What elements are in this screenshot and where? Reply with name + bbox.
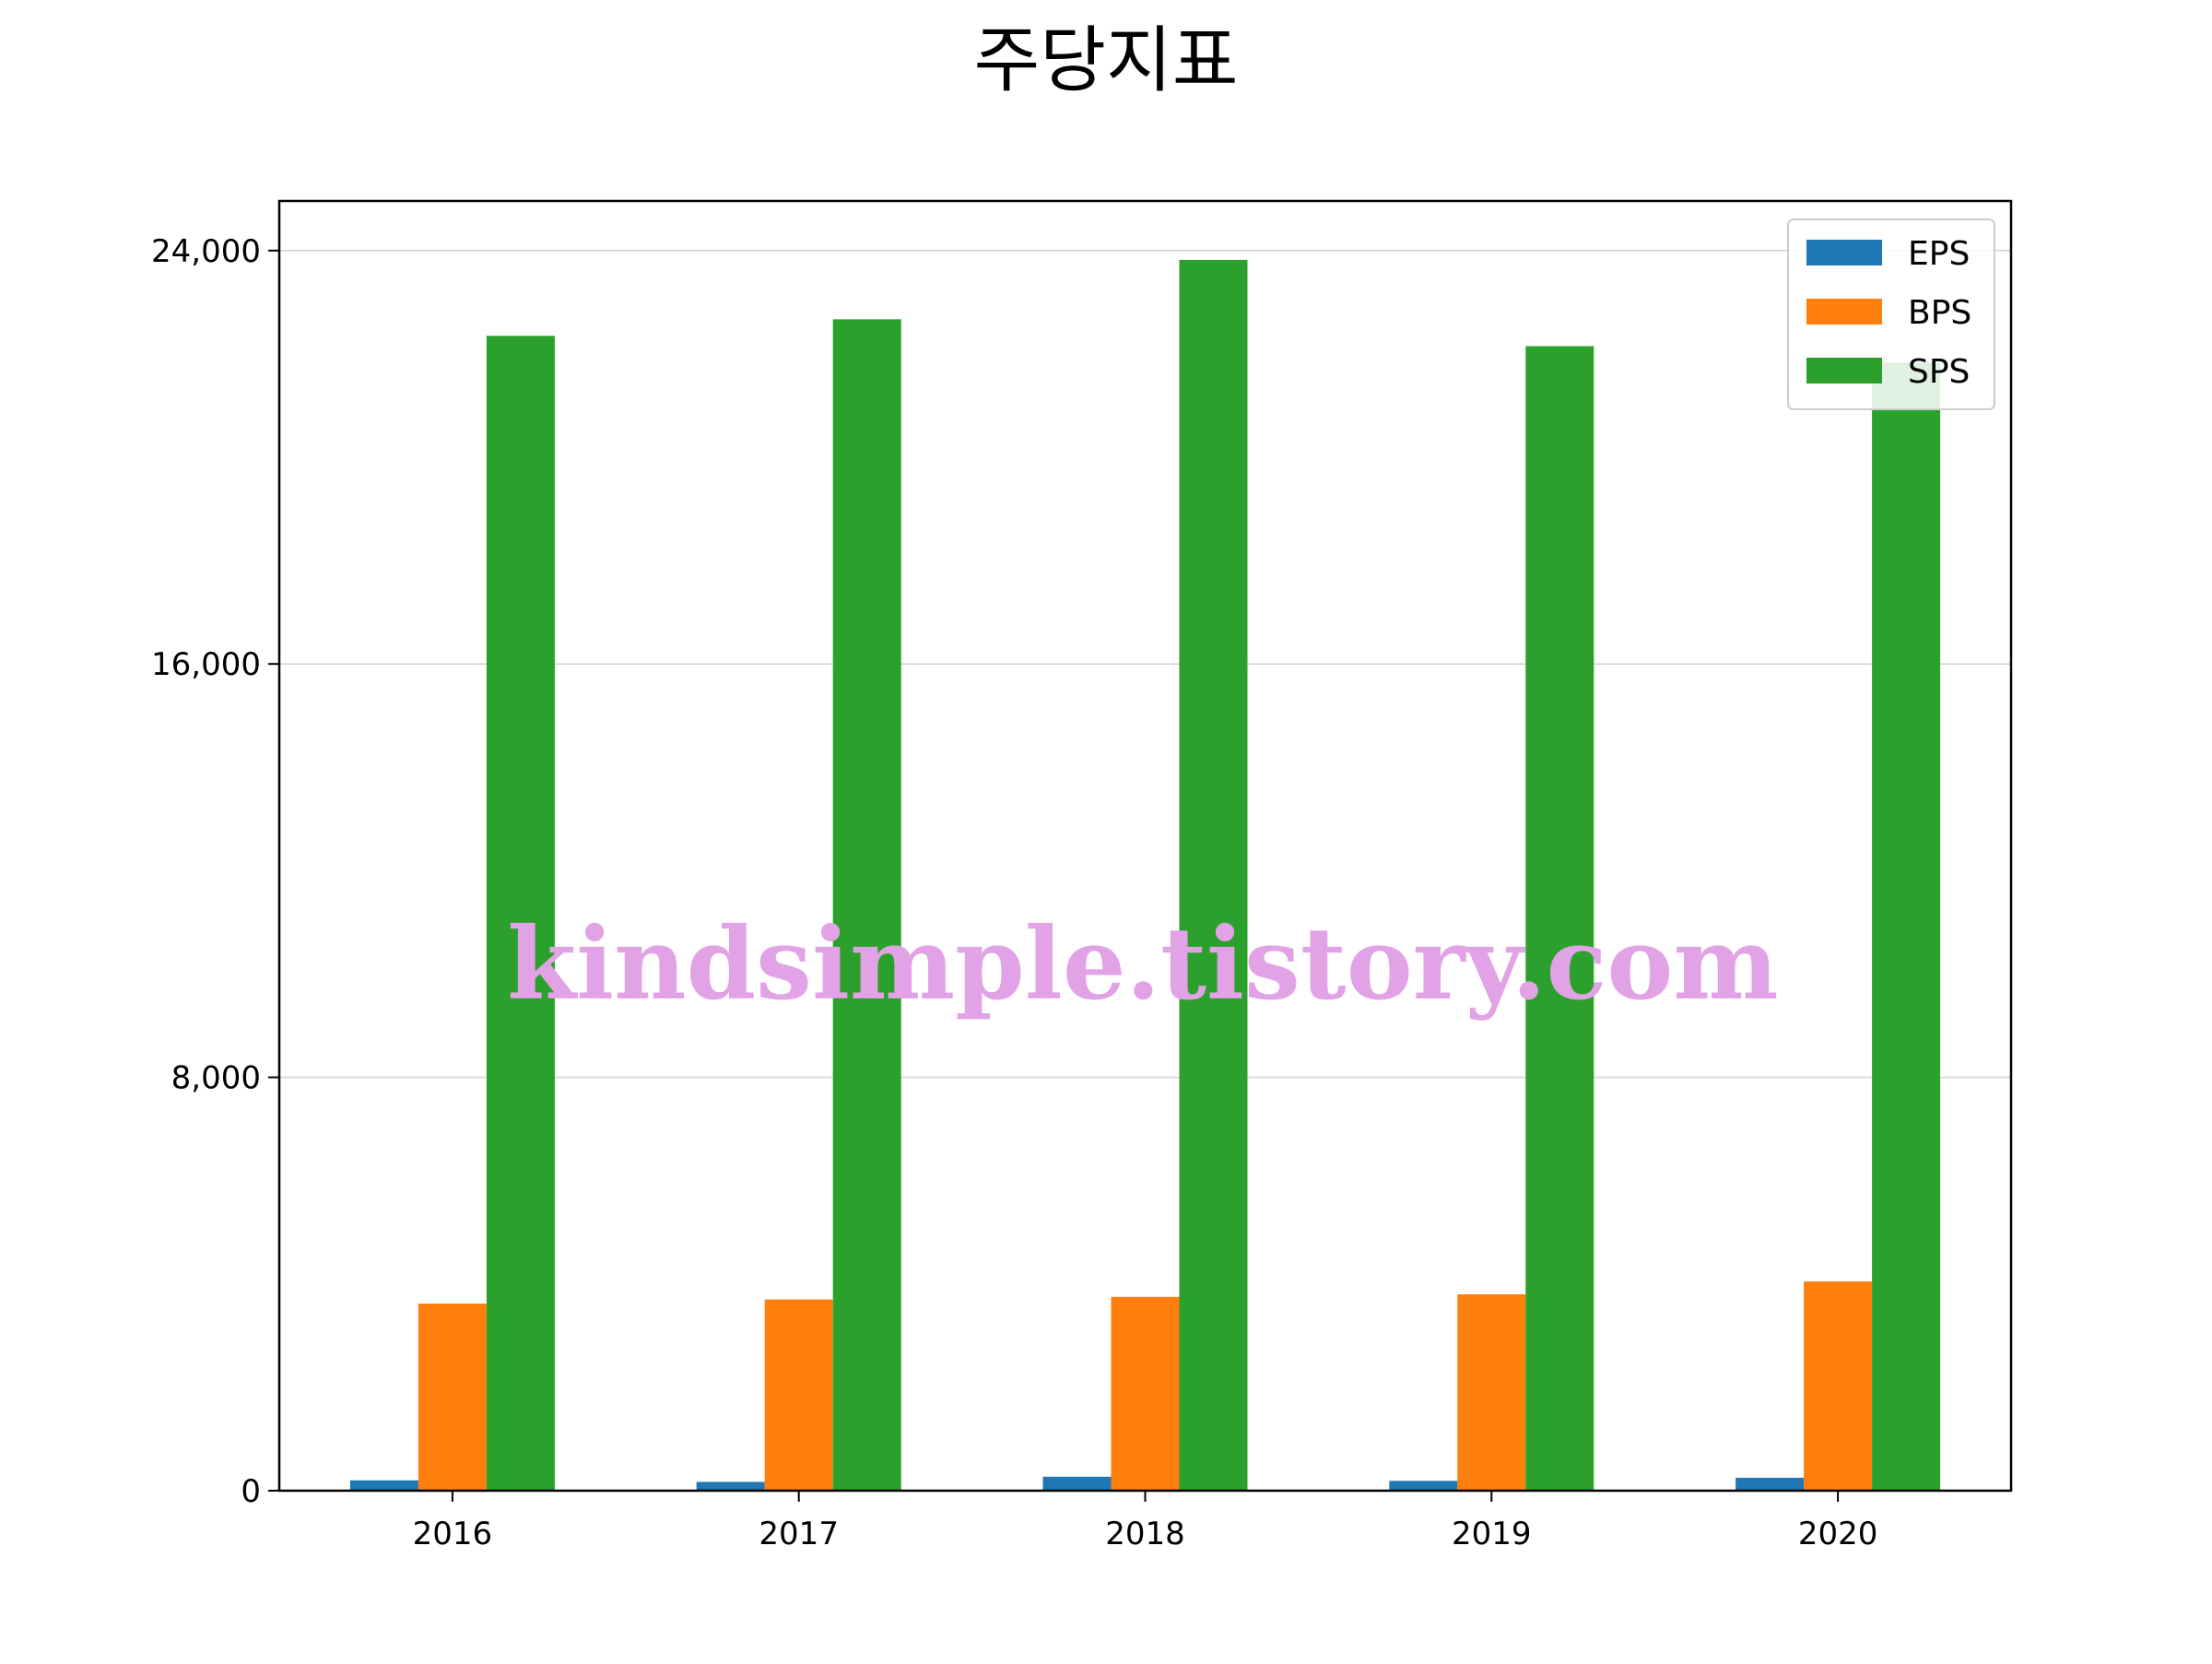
watermark-text: kindsimple.tistory.com [507,906,1778,1022]
x-tick-label: 2018 [1105,1516,1185,1552]
chart-title: 주당지표 [973,19,1238,102]
bar-eps-2019 [1389,1481,1458,1491]
y-tick-label: 0 [241,1473,261,1510]
bar-eps-2017 [696,1481,765,1491]
bar-eps-2016 [349,1480,418,1491]
bar-bps-2019 [1457,1294,1526,1491]
gridlines [279,250,2011,1079]
legend-label-bps: BPS [1908,294,1971,332]
legend-swatch-bps [1806,299,1882,325]
bar-sps-2019 [1525,346,1594,1491]
bar-sps-2016 [486,336,555,1491]
x-tick-label: 2017 [759,1516,839,1552]
legend-swatch-eps [1806,240,1882,266]
legend-swatch-sps [1806,358,1882,384]
bar-bps-2018 [1111,1296,1180,1491]
bar-bps-2020 [1804,1280,1873,1491]
bars [349,259,1941,1492]
axis-ticks: 0 8,000 16,000 24,000 2016 2017 2018 2019 2020 [151,233,1877,1552]
x-tick-label: 2019 [1452,1516,1532,1552]
bar-sps-2020 [1872,362,1941,1491]
bar-bps-2016 [418,1304,487,1491]
legend-label-sps: SPS [1908,353,1970,391]
x-tick-label: 2016 [413,1516,493,1552]
y-tick-label: 16,000 [151,646,261,683]
x-tick-label: 2020 [1798,1516,1878,1552]
legend-label-eps: EPS [1908,235,1970,273]
y-tick-label: 8,000 [171,1060,261,1097]
legend: EPS BPS SPS [1787,218,1995,410]
bar-eps-2020 [1735,1477,1805,1491]
bar-sps-2017 [832,319,901,1491]
y-tick-label: 24,000 [151,233,261,270]
bar-eps-2018 [1042,1476,1112,1491]
bar-sps-2018 [1179,259,1248,1492]
bar-bps-2017 [764,1299,833,1491]
